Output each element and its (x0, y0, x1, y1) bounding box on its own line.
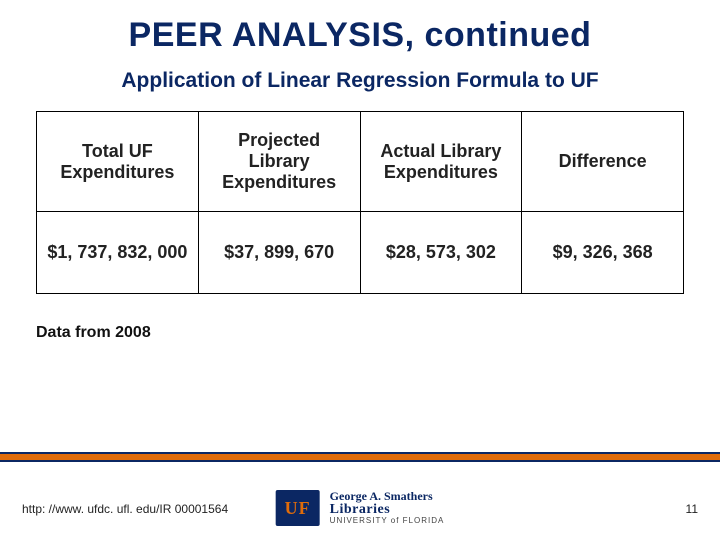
table-header-row: Total UF Expenditures Projected Library … (37, 112, 684, 212)
cell-difference: $9, 326, 368 (522, 212, 684, 294)
spacer (0, 342, 720, 452)
slide: PEER ANALYSIS, continued Application of … (0, 0, 720, 540)
data-source-note: Data from 2008 (0, 294, 720, 342)
uf-logo-text: UF (285, 498, 311, 519)
col-total: Total UF Expenditures (37, 112, 199, 212)
divider-stripe (0, 452, 720, 462)
footer-logo: UF George A. Smathers Libraries UNIVERSI… (276, 490, 445, 526)
uf-logo-icon: UF (276, 490, 320, 526)
col-actual: Actual Library Expenditures (360, 112, 522, 212)
page-number: 11 (686, 502, 698, 516)
table-row: $1, 737, 832, 000 $37, 899, 670 $28, 573… (37, 212, 684, 294)
logo-line-3: UNIVERSITY of FLORIDA (330, 517, 445, 525)
table-container: Total UF Expenditures Projected Library … (0, 111, 720, 294)
cell-total: $1, 737, 832, 000 (37, 212, 199, 294)
slide-title: PEER ANALYSIS, continued (0, 0, 720, 63)
cell-projected: $37, 899, 670 (198, 212, 360, 294)
slide-subtitle: Application of Linear Regression Formula… (0, 63, 720, 111)
logo-line-1: George A. Smathers (330, 490, 445, 503)
cell-actual: $28, 573, 302 (360, 212, 522, 294)
footer-url: http: //www. ufdc. ufl. edu/IR 00001564 (22, 502, 228, 516)
col-difference: Difference (522, 112, 684, 212)
logo-text-block: George A. Smathers Libraries UNIVERSITY … (330, 490, 445, 526)
col-projected: Projected Library Expenditures (198, 112, 360, 212)
footer: http: //www. ufdc. ufl. edu/IR 00001564 … (0, 468, 720, 540)
analysis-table: Total UF Expenditures Projected Library … (36, 111, 684, 294)
logo-line-2: Libraries (330, 503, 445, 518)
